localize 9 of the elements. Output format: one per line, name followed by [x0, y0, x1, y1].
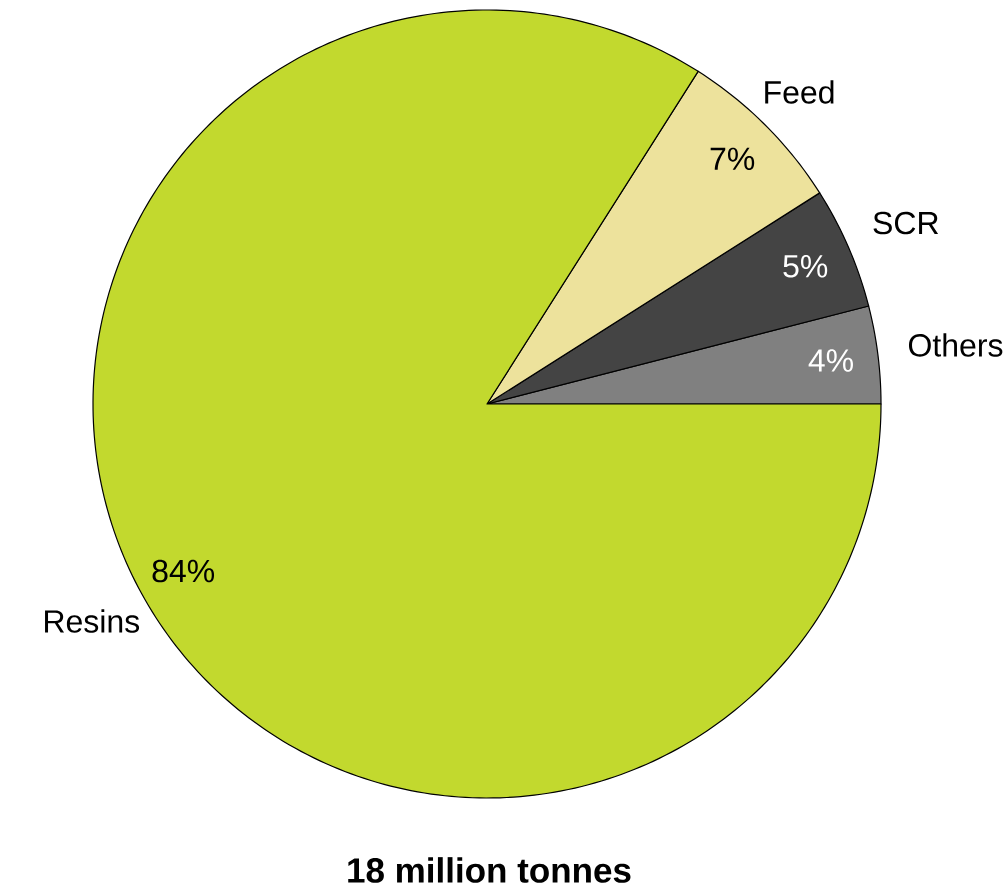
- slice-label: Resins: [45, 609, 140, 633]
- slice-label: Others: [908, 333, 1003, 357]
- data-label: 5%: [783, 255, 828, 278]
- data-label: 7%: [710, 147, 755, 171]
- slice-label: SCR: [873, 211, 939, 235]
- data-label: 4%: [808, 349, 853, 372]
- data-label: 84%: [152, 559, 215, 583]
- slice-label: Feed: [765, 80, 834, 104]
- text: 18 million tonnes: [348, 857, 631, 883]
